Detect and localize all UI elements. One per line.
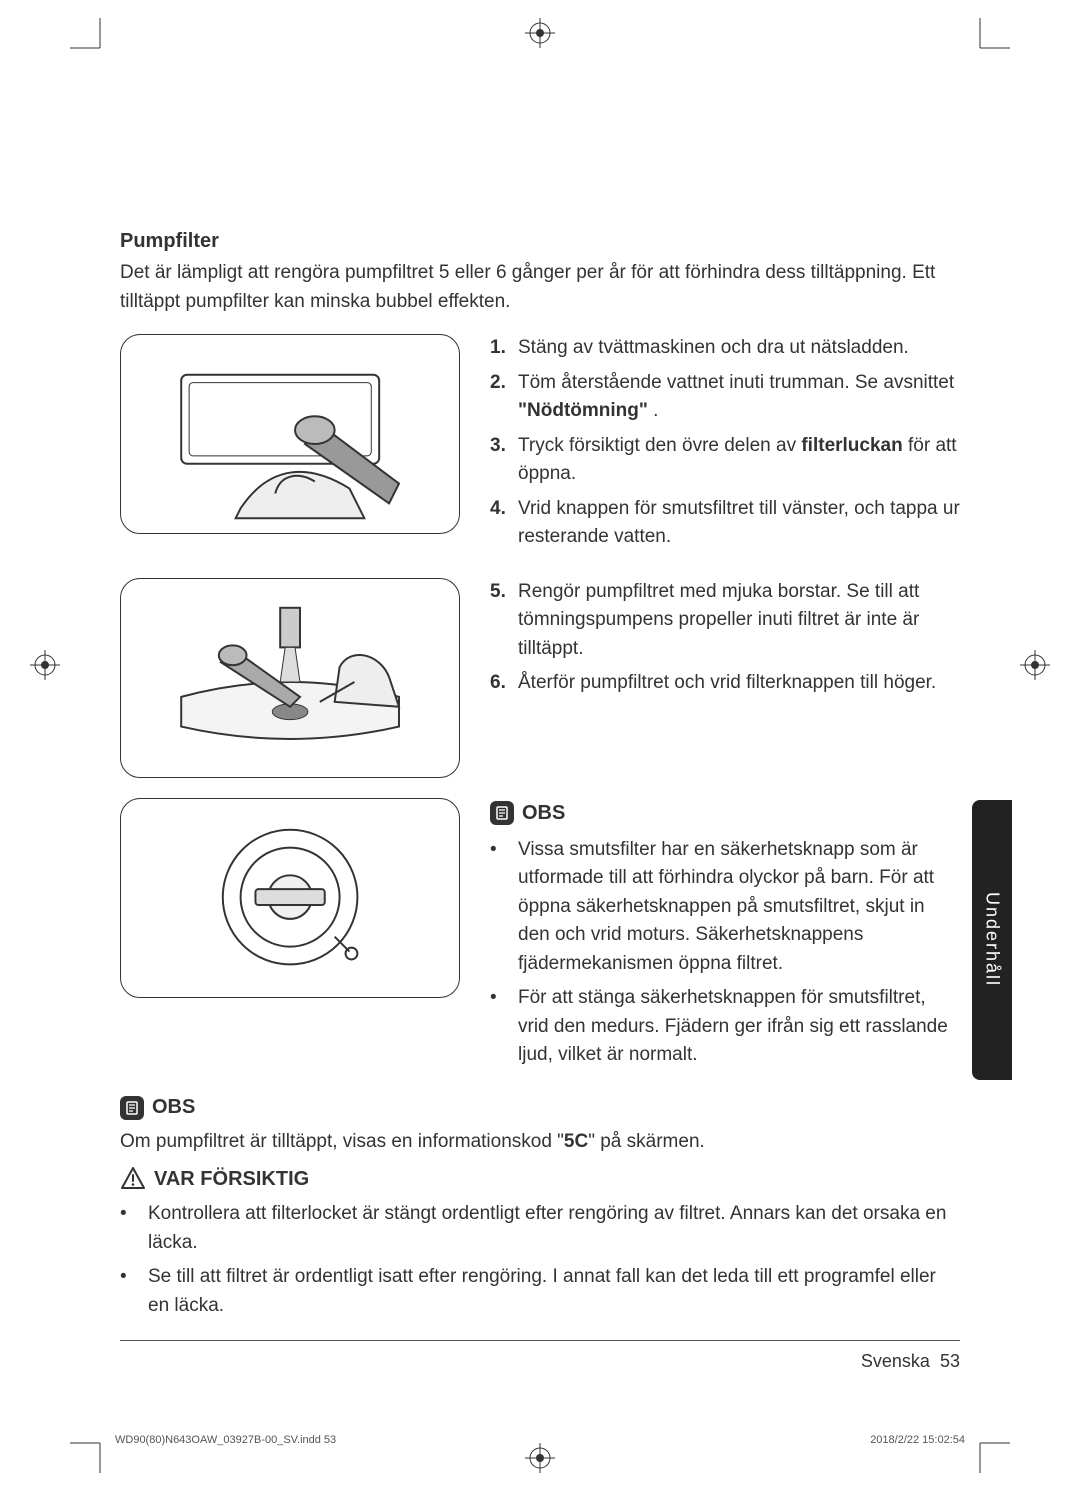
section-tab-label: Underhåll — [982, 892, 1003, 987]
warning-icon — [120, 1166, 146, 1192]
registration-mark-icon — [525, 1443, 555, 1473]
bullet: • — [120, 1263, 148, 1320]
print-footer-left: WD90(80)N643OAW_03927B-00_SV.indd 53 — [115, 1434, 336, 1446]
crop-mark-icon — [960, 1423, 1010, 1473]
step-text: Tryck försiktigt den övre delen av filte… — [518, 432, 960, 489]
obs-heading: OBS — [490, 798, 960, 828]
registration-mark-icon — [30, 650, 60, 680]
footer-text: Svenska 53 — [120, 1341, 960, 1372]
caution-title: VAR FÖRSIKTIG — [154, 1168, 309, 1191]
illustration-remove-filter — [120, 334, 460, 534]
page-footer: Svenska 53 — [120, 1340, 960, 1372]
step-text: Återför pumpfiltret och vrid filterknapp… — [518, 669, 960, 698]
obs-block-1: OBS •Vissa smutsfilter har en säkerhetsk… — [490, 798, 960, 1076]
illustration-safety-knob — [120, 798, 460, 998]
obs-heading: OBS — [120, 1096, 960, 1120]
section-tab: Underhåll — [972, 800, 1012, 1080]
page-content: Pumpfilter Det är lämpligt att rengöra p… — [120, 230, 960, 1326]
intro-text: Det är lämpligt att rengöra pumpfiltret … — [120, 259, 960, 316]
bullet: • — [120, 1200, 148, 1257]
step-number: 3. — [490, 432, 518, 489]
step-number: 2. — [490, 369, 518, 426]
obs-block-2: OBS Om pumpfiltret är tilltäppt, visas e… — [120, 1096, 960, 1157]
step-text: Stäng av tvättmaskinen och dra ut nätsla… — [518, 334, 960, 363]
registration-mark-icon — [525, 18, 555, 48]
section-title: Pumpfilter — [120, 230, 960, 253]
print-footer-right: 2018/2/22 15:02:54 — [870, 1434, 965, 1446]
caution-item: Kontrollera att filterlocket är stängt o… — [148, 1200, 960, 1257]
note-icon — [490, 801, 514, 825]
step-row-1: 1.Stäng av tvättmaskinen och dra ut näts… — [120, 334, 960, 558]
crop-mark-icon — [70, 1423, 120, 1473]
crop-mark-icon — [960, 18, 1010, 68]
obs-title: OBS — [152, 1096, 195, 1119]
step-number: 4. — [490, 495, 518, 552]
steps-list-2: 5.Rengör pumpfiltret med mjuka borstar. … — [490, 578, 960, 704]
step-row-2: 5.Rengör pumpfiltret med mjuka borstar. … — [120, 578, 960, 778]
caution-heading: VAR FÖRSIKTIG — [120, 1166, 960, 1192]
obs-item: För att stänga säkerhetsknappen för smut… — [518, 984, 960, 1070]
step-text: Töm återstående vattnet inuti trumman. S… — [518, 369, 960, 426]
note-icon — [120, 1096, 144, 1120]
obs-title: OBS — [522, 798, 565, 828]
illustration-clean-filter — [120, 578, 460, 778]
step-number: 5. — [490, 578, 518, 664]
steps-list-1: 1.Stäng av tvättmaskinen och dra ut näts… — [490, 334, 960, 558]
step-text: Rengör pumpfiltret med mjuka borstar. Se… — [518, 578, 960, 664]
bullet: • — [490, 836, 518, 979]
registration-mark-icon — [1020, 650, 1050, 680]
obs-text: Om pumpfiltret är tilltäppt, visas en in… — [120, 1128, 960, 1157]
step-number: 6. — [490, 669, 518, 698]
crop-mark-icon — [70, 18, 120, 68]
obs-item: Vissa smutsfilter har en säkerhetsknapp … — [518, 836, 960, 979]
step-number: 1. — [490, 334, 518, 363]
step-row-3: OBS •Vissa smutsfilter har en säkerhetsk… — [120, 798, 960, 1076]
step-text: Vrid knappen för smutsfiltret till vänst… — [518, 495, 960, 552]
caution-item: Se till att filtret är ordentligt isatt … — [148, 1263, 960, 1320]
bullet: • — [490, 984, 518, 1070]
caution-block: VAR FÖRSIKTIG •Kontrollera att filterloc… — [120, 1166, 960, 1320]
